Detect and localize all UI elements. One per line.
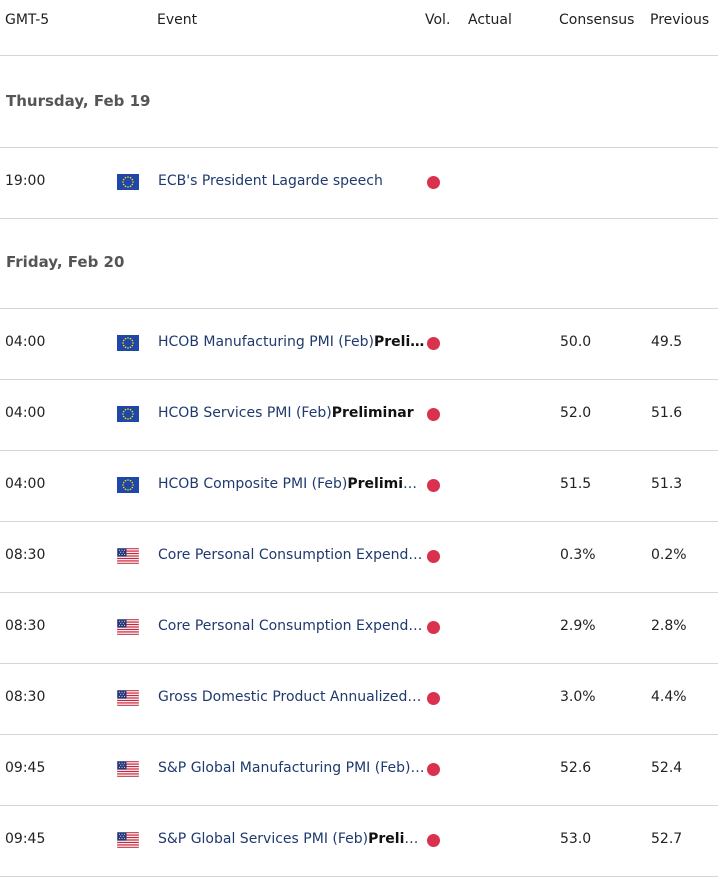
us-flag-icon	[116, 831, 140, 849]
previous-value: 51.6	[651, 405, 683, 421]
high-volatility-dot	[427, 550, 440, 563]
eu-flag-icon	[117, 174, 139, 190]
high-volatility-dot	[427, 337, 440, 350]
eu-flag-icon	[117, 477, 139, 493]
consensus-value: 0.3%	[560, 547, 596, 563]
event-name[interactable]: HCOB Services PMI (Feb)Preliminar	[158, 405, 425, 421]
consensus-column-header: Consensus	[559, 12, 635, 28]
event-name[interactable]: Core Personal Consumption Expendit…	[158, 547, 425, 563]
event-row[interactable]: 08:30 Core Personal Consumption Expendit……	[0, 522, 718, 593]
event-name[interactable]: Gross Domestic Product Annualized (…	[158, 689, 425, 705]
timezone-header[interactable]: GMT-5	[5, 12, 50, 28]
us-flag-icon	[116, 760, 140, 778]
event-title: Core Personal Consumption Expendit…	[158, 547, 425, 563]
previous-value: 51.3	[651, 476, 683, 492]
event-name[interactable]: Core Personal Consumption Expendit…	[158, 618, 425, 634]
day-header: Friday, Feb 20	[0, 218, 718, 309]
consensus-value: 52.6	[560, 760, 592, 776]
high-volatility-dot	[427, 692, 440, 705]
consensus-value: 53.0	[560, 831, 592, 847]
eu-flag-icon	[117, 335, 139, 351]
event-row[interactable]: 08:30 Gross Domestic Product Annualized (…	[0, 664, 718, 735]
event-title: S&P Global Manufacturing PMI (Feb)	[158, 760, 411, 776]
event-name[interactable]: HCOB Manufacturing PMI (Feb)Preli…	[158, 334, 425, 350]
event-title: HCOB Manufacturing PMI (Feb)	[158, 334, 375, 350]
event-title: Gross Domestic Product Annualized (…	[158, 689, 425, 705]
consensus-value: 51.5	[560, 476, 592, 492]
high-volatility-dot	[427, 408, 440, 421]
consensus-value: 52.0	[560, 405, 592, 421]
previous-value: 49.5	[651, 334, 683, 350]
actual-column-header: Actual	[468, 12, 512, 28]
previous-value: 4.4%	[651, 689, 687, 705]
previous-value: 52.7	[651, 831, 683, 847]
day-label: Friday, Feb 20	[6, 253, 125, 271]
high-volatility-dot	[427, 479, 440, 492]
event-time: 04:00	[5, 405, 46, 421]
event-name[interactable]: HCOB Composite PMI (Feb)Preliminar	[158, 476, 425, 492]
event-title: Core Personal Consumption Expendit…	[158, 618, 425, 634]
day-header: Thursday, Feb 19	[0, 57, 718, 148]
event-title: HCOB Composite PMI (Feb)	[158, 476, 348, 492]
event-time: 08:30	[5, 618, 46, 634]
eu-flag-icon	[117, 406, 139, 422]
event-suffix: Preli…	[374, 334, 425, 350]
event-time: 09:45	[5, 831, 46, 847]
event-row[interactable]: 09:45 S&P Global Manufacturing PMI (Feb)P…	[0, 735, 718, 806]
event-name[interactable]: ECB's President Lagarde speech	[158, 173, 425, 189]
event-suffix: Prelimi…	[368, 831, 425, 847]
high-volatility-dot	[427, 763, 440, 776]
event-time: 04:00	[5, 476, 46, 492]
us-flag-icon	[116, 689, 140, 707]
consensus-value: 3.0%	[560, 689, 596, 705]
high-volatility-dot	[427, 621, 440, 634]
event-time: 08:30	[5, 547, 46, 563]
previous-column-header: Previous	[650, 12, 710, 28]
event-row[interactable]: 09:45 S&P Global Services PMI (Feb)Prelim…	[0, 806, 718, 877]
us-flag-icon	[116, 618, 140, 636]
event-suffix: Preliminar	[331, 405, 414, 421]
event-time: 08:30	[5, 689, 46, 705]
day-label: Thursday, Feb 19	[6, 92, 151, 110]
event-time: 19:00	[5, 173, 46, 189]
event-title: HCOB Services PMI (Feb)	[158, 405, 332, 421]
volatility-column-header: Vol.	[425, 12, 451, 28]
event-suffix: Preliminar	[347, 476, 425, 492]
previous-value: 2.8%	[651, 618, 687, 634]
high-volatility-dot	[427, 834, 440, 847]
consensus-value: 50.0	[560, 334, 592, 350]
event-title: S&P Global Services PMI (Feb)	[158, 831, 369, 847]
event-row[interactable]: 04:00 HCOB Composite PMI (Feb)Preliminar 5…	[0, 451, 718, 522]
event-time: 09:45	[5, 760, 46, 776]
us-flag-icon	[116, 547, 140, 565]
event-name[interactable]: S&P Global Manufacturing PMI (Feb)P…	[158, 760, 425, 776]
event-title: ECB's President Lagarde speech	[158, 173, 383, 189]
event-column-header: Event	[157, 12, 198, 28]
high-volatility-dot	[427, 176, 440, 189]
event-time: 04:00	[5, 334, 46, 350]
previous-value: 0.2%	[651, 547, 687, 563]
event-row[interactable]: 04:00 HCOB Services PMI (Feb)Preliminar 52…	[0, 380, 718, 451]
event-row[interactable]: 04:00 HCOB Manufacturing PMI (Feb)Preli… 5…	[0, 309, 718, 380]
table-header: GMT-5 Event Vol. Actual Consensus Previo…	[0, 0, 718, 56]
previous-value: 52.4	[651, 760, 683, 776]
event-row[interactable]: 19:00 ECB's President Lagarde speech	[0, 148, 718, 219]
event-row[interactable]: 08:30 Core Personal Consumption Expendit……	[0, 593, 718, 664]
event-name[interactable]: S&P Global Services PMI (Feb)Prelimi…	[158, 831, 425, 847]
consensus-value: 2.9%	[560, 618, 596, 634]
